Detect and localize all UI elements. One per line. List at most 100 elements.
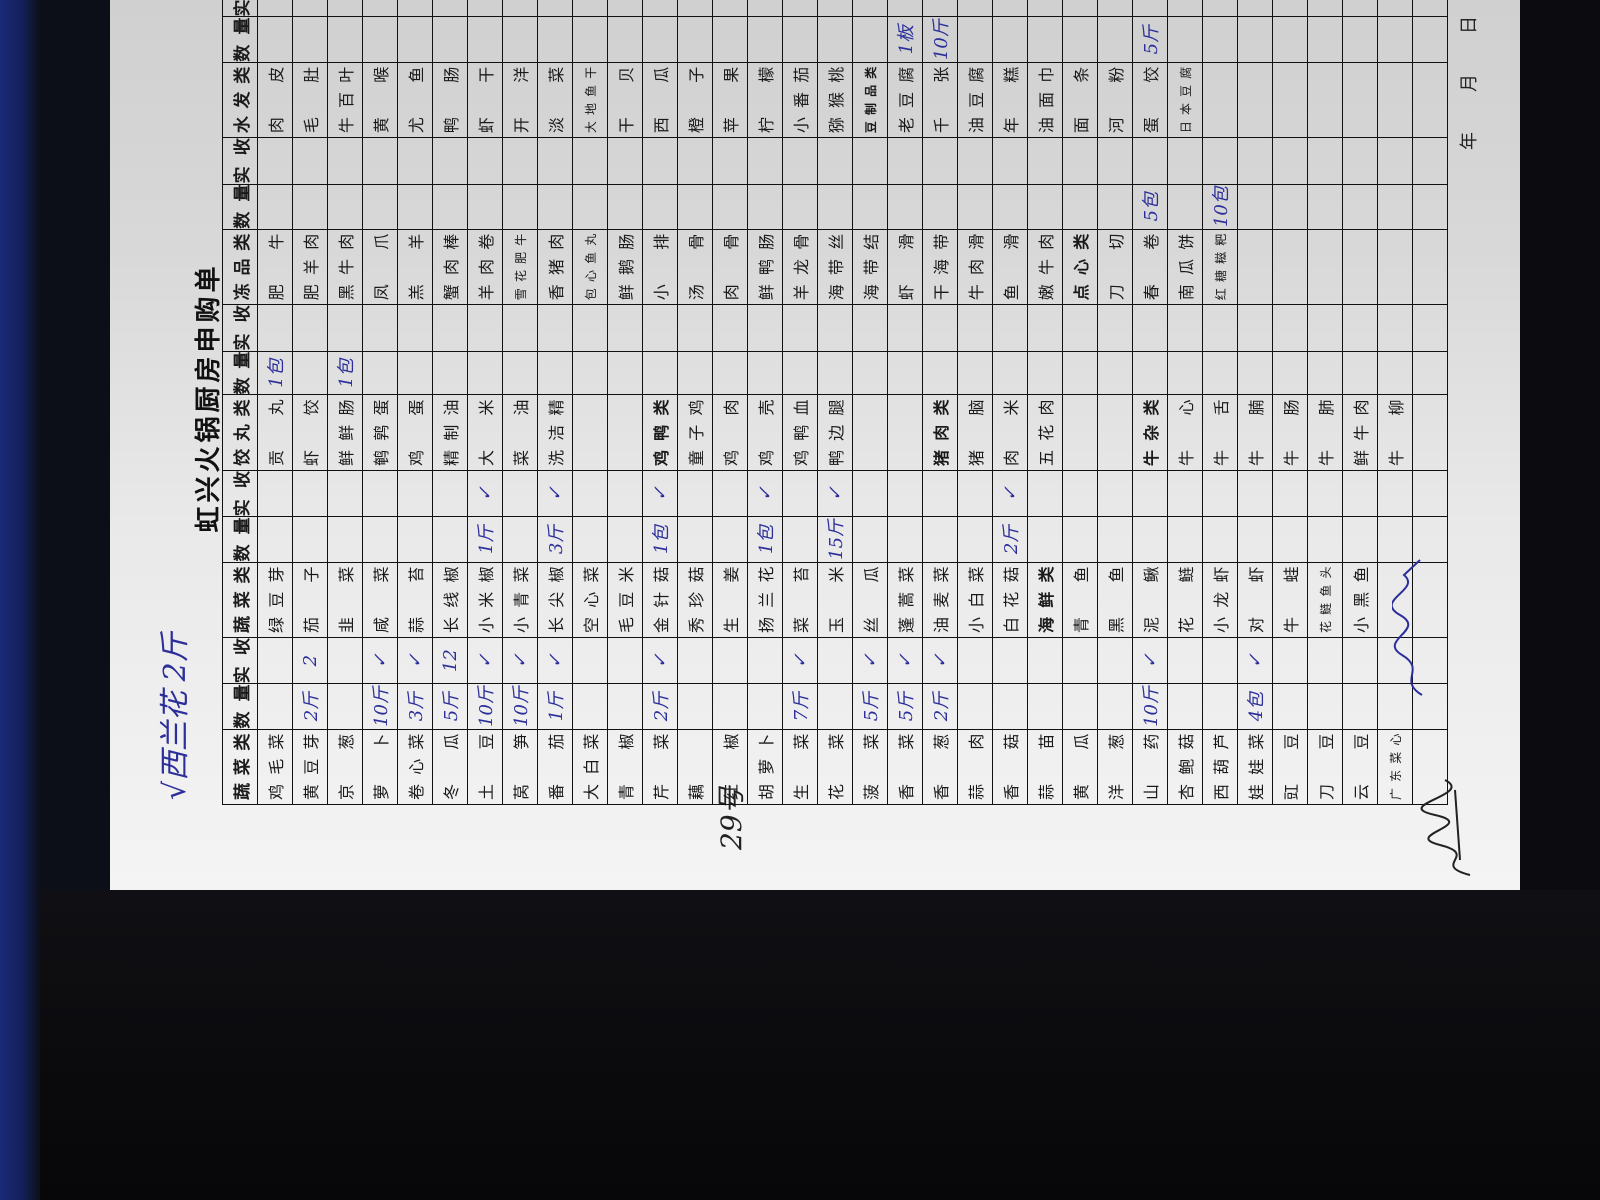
quantity-cell[interactable]: [257, 184, 293, 230]
received-cell[interactable]: [1202, 637, 1238, 684]
received-cell[interactable]: [467, 0, 503, 17]
quantity-cell[interactable]: [747, 683, 783, 730]
received-cell[interactable]: [957, 0, 993, 17]
quantity-cell[interactable]: 1斤: [467, 516, 503, 563]
received-cell[interactable]: [1202, 0, 1238, 17]
quantity-cell[interactable]: 1包: [642, 516, 678, 563]
quantity-cell[interactable]: [502, 351, 538, 395]
quantity-cell[interactable]: [1097, 351, 1133, 395]
quantity-cell[interactable]: [257, 17, 293, 63]
received-cell[interactable]: [257, 137, 293, 185]
quantity-cell[interactable]: 2斤: [292, 683, 328, 730]
quantity-cell[interactable]: 4包: [1237, 683, 1273, 730]
quantity-cell[interactable]: [1062, 184, 1098, 230]
quantity-cell[interactable]: [1167, 516, 1203, 563]
received-cell[interactable]: [1342, 137, 1378, 185]
quantity-cell[interactable]: [922, 184, 958, 230]
quantity-cell[interactable]: [327, 184, 363, 230]
quantity-cell[interactable]: [747, 17, 783, 63]
received-cell[interactable]: [712, 637, 748, 684]
quantity-cell[interactable]: [432, 17, 468, 63]
quantity-cell[interactable]: [1097, 184, 1133, 230]
received-cell[interactable]: [292, 304, 328, 352]
quantity-cell[interactable]: [1412, 17, 1448, 63]
received-cell[interactable]: [502, 470, 538, 517]
received-cell[interactable]: [817, 304, 853, 352]
quantity-cell[interactable]: 10斤: [467, 683, 503, 730]
quantity-cell[interactable]: [817, 683, 853, 730]
quantity-cell[interactable]: [257, 516, 293, 563]
received-cell[interactable]: [1237, 470, 1273, 517]
received-cell[interactable]: [502, 137, 538, 185]
quantity-cell[interactable]: [642, 17, 678, 63]
quantity-cell[interactable]: [1027, 351, 1063, 395]
quantity-cell[interactable]: [467, 17, 503, 63]
quantity-cell[interactable]: [712, 683, 748, 730]
quantity-cell[interactable]: [537, 184, 573, 230]
received-cell[interactable]: [1132, 0, 1168, 17]
received-cell[interactable]: [1027, 637, 1063, 684]
quantity-cell[interactable]: 10斤: [362, 683, 398, 730]
quantity-cell[interactable]: [362, 351, 398, 395]
received-cell[interactable]: [467, 137, 503, 185]
received-cell[interactable]: [1272, 470, 1308, 517]
quantity-cell[interactable]: 1板: [887, 17, 923, 63]
received-cell[interactable]: ✓: [1132, 637, 1168, 684]
quantity-cell[interactable]: [817, 351, 853, 395]
received-cell[interactable]: [397, 304, 433, 352]
quantity-cell[interactable]: [572, 683, 608, 730]
received-cell[interactable]: [1272, 304, 1308, 352]
received-cell[interactable]: [1062, 637, 1098, 684]
quantity-cell[interactable]: 5包: [1132, 184, 1168, 230]
received-cell[interactable]: [537, 0, 573, 17]
quantity-cell[interactable]: [852, 17, 888, 63]
received-cell[interactable]: [957, 304, 993, 352]
received-cell[interactable]: ✓: [502, 637, 538, 684]
quantity-cell[interactable]: [1237, 351, 1273, 395]
received-cell[interactable]: ✓: [467, 470, 503, 517]
quantity-cell[interactable]: [502, 516, 538, 563]
received-cell[interactable]: [1097, 637, 1133, 684]
quantity-cell[interactable]: 2斤: [922, 683, 958, 730]
received-cell[interactable]: 2: [292, 637, 328, 684]
quantity-cell[interactable]: [677, 683, 713, 730]
quantity-cell[interactable]: [922, 516, 958, 563]
received-cell[interactable]: [397, 0, 433, 17]
quantity-cell[interactable]: [1412, 351, 1448, 395]
received-cell[interactable]: [1307, 470, 1343, 517]
quantity-cell[interactable]: [642, 351, 678, 395]
quantity-cell[interactable]: [817, 17, 853, 63]
received-cell[interactable]: [712, 137, 748, 185]
quantity-cell[interactable]: [1202, 516, 1238, 563]
received-cell[interactable]: [1377, 137, 1413, 185]
received-cell[interactable]: [607, 637, 643, 684]
received-cell[interactable]: [572, 304, 608, 352]
received-cell[interactable]: [1412, 0, 1448, 17]
received-cell[interactable]: [677, 637, 713, 684]
received-cell[interactable]: [1412, 304, 1448, 352]
received-cell[interactable]: [1237, 304, 1273, 352]
received-cell[interactable]: [1237, 0, 1273, 17]
quantity-cell[interactable]: [607, 184, 643, 230]
received-cell[interactable]: [362, 470, 398, 517]
received-cell[interactable]: [677, 137, 713, 185]
received-cell[interactable]: [572, 637, 608, 684]
received-cell[interactable]: ✓: [887, 637, 923, 684]
received-cell[interactable]: [852, 304, 888, 352]
quantity-cell[interactable]: [992, 683, 1028, 730]
quantity-cell[interactable]: [1202, 683, 1238, 730]
received-cell[interactable]: [852, 0, 888, 17]
received-cell[interactable]: [572, 0, 608, 17]
quantity-cell[interactable]: [397, 17, 433, 63]
received-cell[interactable]: [887, 304, 923, 352]
received-cell[interactable]: [1272, 637, 1308, 684]
quantity-cell[interactable]: [1307, 17, 1343, 63]
quantity-cell[interactable]: [362, 17, 398, 63]
quantity-cell[interactable]: 5斤: [432, 683, 468, 730]
received-cell[interactable]: [292, 137, 328, 185]
quantity-cell[interactable]: [1027, 683, 1063, 730]
quantity-cell[interactable]: 5斤: [852, 683, 888, 730]
quantity-cell[interactable]: [1342, 184, 1378, 230]
received-cell[interactable]: [1412, 137, 1448, 185]
received-cell[interactable]: [607, 0, 643, 17]
